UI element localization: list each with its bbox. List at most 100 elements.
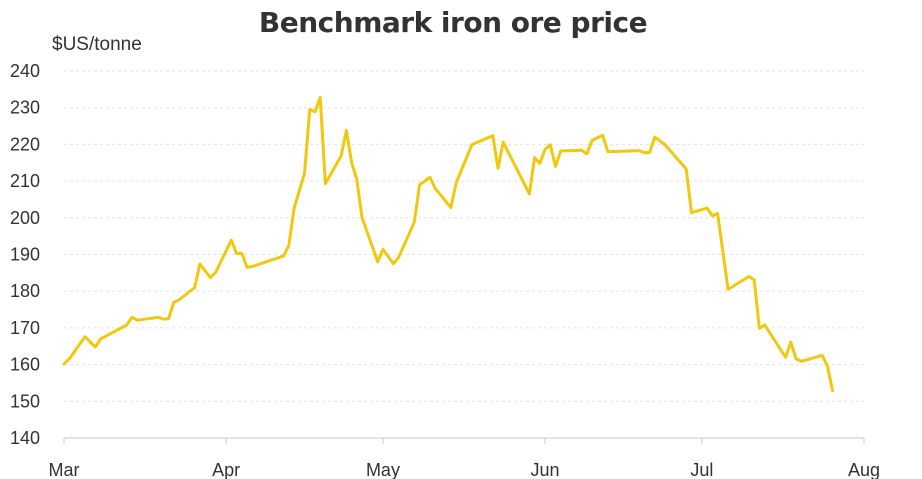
data-point bbox=[794, 357, 798, 360]
y-tick-label: 210 bbox=[10, 171, 40, 191]
data-point bbox=[643, 151, 646, 154]
y-tick-label: 220 bbox=[10, 134, 40, 154]
x-tick-label: Apr bbox=[212, 460, 240, 479]
data-point bbox=[345, 129, 348, 132]
data-point bbox=[538, 162, 541, 165]
data-point bbox=[235, 252, 238, 255]
data-point bbox=[716, 212, 719, 215]
data-point bbox=[549, 143, 552, 146]
data-point bbox=[502, 141, 505, 144]
data-point bbox=[177, 298, 181, 302]
data-point bbox=[496, 167, 500, 170]
data-point bbox=[324, 182, 327, 185]
y-tick-label: 170 bbox=[10, 318, 40, 338]
data-point bbox=[638, 149, 641, 152]
series-layer bbox=[62, 95, 835, 393]
data-point bbox=[376, 260, 379, 263]
data-point bbox=[136, 319, 139, 322]
data-point bbox=[559, 149, 562, 153]
data-point bbox=[585, 152, 589, 156]
data-point bbox=[434, 187, 437, 190]
data-point bbox=[606, 150, 609, 153]
data-point bbox=[747, 275, 751, 278]
data-point bbox=[789, 341, 792, 344]
data-point bbox=[303, 172, 306, 175]
data-point bbox=[800, 360, 803, 363]
x-tick-label: Jun bbox=[531, 460, 560, 479]
data-point bbox=[470, 143, 473, 146]
data-point bbox=[763, 323, 766, 327]
data-point bbox=[418, 183, 421, 186]
data-point bbox=[214, 271, 217, 274]
data-point bbox=[413, 221, 416, 224]
data-point bbox=[339, 154, 343, 157]
data-point bbox=[62, 362, 66, 366]
data-point bbox=[99, 337, 102, 341]
data-point bbox=[251, 265, 254, 268]
data-point bbox=[590, 139, 594, 142]
data-point bbox=[282, 254, 285, 258]
data-point bbox=[125, 323, 128, 327]
data-point bbox=[193, 286, 196, 289]
data-point bbox=[580, 149, 583, 152]
y-tick-label: 190 bbox=[10, 245, 40, 265]
data-point bbox=[491, 134, 494, 137]
data-point bbox=[83, 335, 87, 338]
x-tick-label: Aug bbox=[848, 460, 880, 479]
y-axis-unit-label: $US/tonne bbox=[52, 34, 142, 55]
data-point bbox=[287, 244, 290, 247]
data-point bbox=[313, 110, 317, 113]
data-point bbox=[554, 165, 557, 168]
chart-title: Benchmark iron ore price bbox=[258, 6, 648, 39]
data-point bbox=[428, 176, 432, 179]
data-point bbox=[198, 262, 202, 266]
data-point bbox=[601, 134, 604, 137]
data-point bbox=[831, 389, 834, 392]
data-point bbox=[94, 345, 97, 349]
data-point bbox=[308, 108, 311, 111]
y-tick-label: 240 bbox=[10, 61, 40, 81]
gridlines bbox=[64, 70, 864, 402]
price-series-line bbox=[62, 95, 835, 393]
data-point bbox=[360, 216, 364, 219]
data-point bbox=[240, 252, 243, 255]
data-point bbox=[68, 357, 71, 361]
y-tick-label: 150 bbox=[10, 391, 40, 411]
data-point bbox=[397, 256, 400, 259]
data-points bbox=[62, 96, 834, 392]
data-point bbox=[381, 248, 385, 251]
y-tick-label: 140 bbox=[10, 428, 40, 448]
data-point bbox=[726, 288, 730, 291]
x-axis-ticks: Mar Apr May Jun Jul Aug bbox=[49, 438, 880, 479]
y-tick-label: 180 bbox=[10, 281, 40, 301]
data-point bbox=[172, 301, 175, 304]
data-point bbox=[758, 327, 761, 330]
data-point bbox=[784, 356, 787, 359]
y-tick-label: 230 bbox=[10, 98, 40, 118]
data-point bbox=[711, 214, 714, 218]
data-point bbox=[156, 316, 160, 319]
data-point bbox=[350, 161, 353, 164]
data-point bbox=[664, 143, 667, 147]
data-point bbox=[648, 151, 651, 154]
x-tick-label: Mar bbox=[49, 460, 80, 479]
data-point bbox=[533, 156, 536, 159]
data-point bbox=[319, 96, 322, 99]
data-point bbox=[705, 206, 709, 210]
data-point bbox=[826, 364, 829, 368]
data-point bbox=[167, 317, 170, 320]
y-axis-ticks: 140 150 160 170 180 190 200 210 220 230 240 bbox=[10, 61, 40, 448]
data-point bbox=[821, 354, 824, 357]
data-point bbox=[355, 178, 358, 181]
data-point bbox=[653, 135, 656, 139]
x-tick-label: May bbox=[366, 460, 400, 479]
data-point bbox=[209, 276, 212, 279]
y-tick-label: 200 bbox=[10, 208, 40, 228]
data-point bbox=[130, 316, 134, 319]
data-point bbox=[753, 278, 756, 281]
data-point bbox=[685, 167, 688, 171]
data-point bbox=[245, 266, 249, 269]
y-tick-label: 160 bbox=[10, 355, 40, 375]
data-point bbox=[690, 211, 693, 214]
